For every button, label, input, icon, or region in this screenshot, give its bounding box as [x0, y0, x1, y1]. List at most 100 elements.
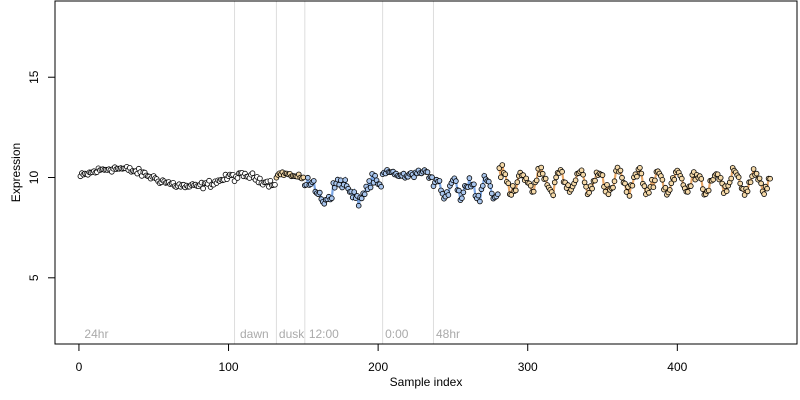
y-axis: 5 10 15 — [27, 70, 56, 281]
data-point — [429, 174, 435, 181]
data-point — [372, 172, 378, 179]
data-point — [599, 172, 606, 178]
data-point — [234, 175, 241, 181]
data-point — [629, 182, 636, 189]
data-point — [764, 185, 770, 192]
data-point — [378, 183, 384, 190]
data-point — [530, 188, 537, 195]
data-point — [512, 187, 519, 194]
data-point — [659, 177, 666, 183]
data-point — [436, 178, 443, 184]
y-tick-label: 5 — [27, 274, 41, 281]
data-point — [761, 191, 767, 197]
x-tick-label: 200 — [368, 360, 388, 374]
data-point — [714, 171, 721, 178]
data-point — [200, 185, 206, 192]
data-point — [735, 174, 742, 181]
data-point — [497, 174, 504, 181]
data-point — [619, 174, 625, 181]
data-point — [646, 190, 652, 196]
data-point — [488, 190, 495, 197]
data-point — [592, 177, 598, 184]
annotation-label: 48hr — [436, 327, 460, 341]
y-tick-label: 10 — [27, 171, 41, 185]
data-point — [505, 180, 512, 187]
data-points — [77, 162, 773, 209]
data-point — [304, 174, 311, 181]
data-point — [494, 191, 501, 198]
data-point — [351, 189, 358, 195]
data-point — [358, 195, 365, 202]
data-point — [705, 187, 712, 194]
data-point — [589, 185, 595, 192]
vertical-marker-labels: 24hr dawn dusk 12:00 0:00 48hr — [84, 327, 460, 341]
data-point — [626, 193, 633, 199]
x-tick-label: 400 — [667, 360, 687, 374]
x-axis: 0 100 200 300 400 — [76, 343, 688, 374]
data-point — [508, 192, 515, 198]
data-point — [728, 175, 734, 182]
data-point — [300, 174, 307, 181]
data-point — [487, 183, 494, 189]
data-point — [249, 170, 256, 177]
data-point — [502, 171, 509, 178]
data-point — [586, 189, 592, 196]
data-point — [527, 183, 534, 189]
data-point — [641, 183, 648, 189]
data-point — [622, 180, 628, 187]
data-point — [650, 184, 657, 191]
data-point — [717, 175, 724, 181]
data-point — [267, 178, 274, 184]
data-point — [475, 192, 482, 199]
data-point — [662, 184, 669, 191]
data-point — [477, 198, 483, 205]
data-point — [559, 168, 565, 175]
y-tick-label: 15 — [27, 70, 41, 84]
data-point — [361, 191, 368, 198]
data-point — [206, 177, 212, 184]
x-axis-title: Sample index — [390, 375, 463, 389]
data-point — [604, 182, 610, 188]
data-point — [551, 179, 558, 186]
data-point — [698, 176, 705, 182]
data-point — [539, 170, 546, 177]
data-point — [310, 178, 317, 184]
x-tick-label: 0 — [76, 360, 83, 374]
data-point — [479, 183, 486, 189]
data-point — [367, 184, 374, 191]
data-point — [583, 183, 589, 190]
data-point — [610, 184, 616, 191]
data-point — [445, 192, 452, 198]
y-axis-title: Expression — [9, 143, 23, 202]
data-point — [699, 186, 706, 192]
data-point — [634, 173, 640, 180]
data-point — [580, 171, 586, 178]
data-point — [741, 192, 748, 198]
data-point — [623, 189, 630, 195]
data-point — [767, 175, 773, 182]
data-point — [424, 169, 431, 175]
data-point — [550, 192, 556, 199]
data-point — [617, 167, 624, 174]
data-point — [565, 182, 571, 188]
data-point — [747, 179, 754, 186]
x-tick-label: 100 — [219, 360, 239, 374]
data-point — [272, 182, 278, 188]
data-point — [499, 162, 506, 168]
data-point — [460, 189, 467, 196]
data-point — [652, 177, 658, 184]
data-point — [756, 175, 763, 182]
data-point — [637, 165, 643, 171]
annotation-label: dawn — [240, 327, 269, 341]
data-point — [671, 176, 678, 183]
data-point — [737, 180, 743, 187]
data-point — [509, 183, 516, 189]
annotation-label: 24hr — [84, 327, 108, 341]
data-point — [514, 179, 521, 185]
data-point — [355, 202, 362, 209]
data-point — [572, 177, 579, 184]
data-point — [687, 183, 694, 189]
data-point — [666, 187, 673, 193]
data-point — [753, 170, 760, 177]
